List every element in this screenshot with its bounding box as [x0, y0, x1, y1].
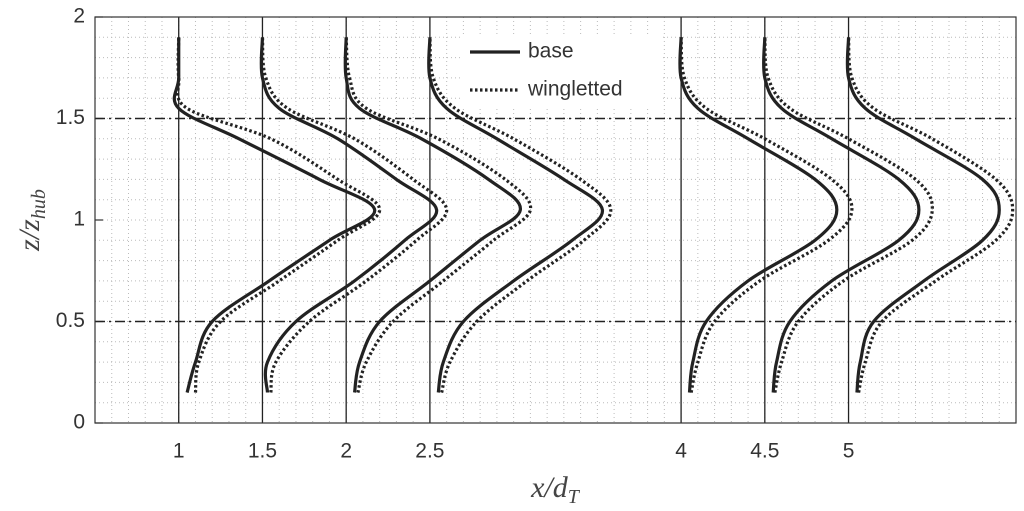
x-axis-label: x/dT	[530, 471, 581, 508]
profile-curve	[678, 37, 839, 393]
legend-box	[462, 36, 662, 108]
x-axis-label-main: x/d	[530, 471, 569, 504]
y-tick-label: 0.5	[56, 309, 85, 332]
profile-curve	[176, 37, 382, 393]
profile-curve	[428, 37, 613, 393]
profile-curve	[845, 37, 1001, 393]
y-axis-label-main: z/z	[13, 219, 46, 252]
plot-frame	[94, 16, 1017, 424]
x-tick-label: 2	[340, 440, 352, 463]
profile-curve	[427, 37, 604, 393]
x-tick-label: 2.5	[415, 440, 444, 463]
y-axis-label-sub: hub	[28, 189, 50, 219]
profile-curve	[260, 37, 449, 393]
x-axis-label-sub: T	[568, 486, 581, 508]
x-tick-label: 4.5	[750, 440, 779, 463]
legend-label: wingletted	[527, 78, 623, 101]
profile-curve	[679, 37, 854, 393]
profile-curve	[259, 37, 439, 393]
y-tick-label: 0	[73, 411, 85, 434]
legend-label: base	[528, 40, 574, 63]
y-tick-label: 2	[73, 5, 85, 28]
x-tick-label: 4	[675, 440, 687, 463]
x-tick-label: 5	[843, 440, 855, 463]
profile-curve	[172, 37, 377, 393]
x-tick-label: 1.5	[248, 440, 277, 463]
profile-curve	[846, 37, 1015, 393]
y-axis-label: z/zhub	[13, 189, 50, 252]
y-tick-label: 1	[73, 208, 85, 231]
profile-curve	[344, 37, 533, 393]
x-tick-label: 1	[173, 440, 185, 463]
profile-curve	[343, 37, 522, 393]
profile-curve	[761, 37, 921, 393]
y-tick-label: 1.5	[56, 106, 85, 129]
